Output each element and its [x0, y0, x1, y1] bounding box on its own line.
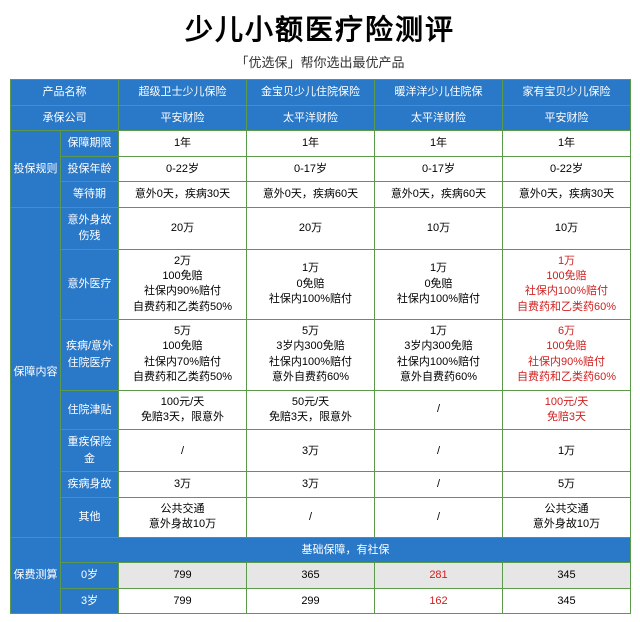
- hdr-wait: 等待期: [61, 182, 119, 208]
- hdr-age: 投保年龄: [61, 156, 119, 182]
- hdr-disease-death: 疾病身故: [61, 472, 119, 498]
- hdr-term: 保障期限: [61, 131, 119, 157]
- product-0: 超级卫士少儿保险: [119, 80, 247, 106]
- hdr-hosp-allow: 住院津贴: [61, 390, 119, 430]
- hdr-premium: 保费测算: [11, 537, 61, 614]
- hdr-acc-death: 意外身故伤残: [61, 207, 119, 249]
- hdr-acc-med: 意外医疗: [61, 249, 119, 320]
- hdr-hosp-med: 疾病/意外住院医疗: [61, 320, 119, 391]
- hdr-critical: 重疾保险金: [61, 430, 119, 472]
- product-2: 暖洋洋少儿住院保: [375, 80, 503, 106]
- company-1: 太平洋财险: [247, 105, 375, 131]
- hdr-age0: 0岁: [61, 563, 119, 589]
- hdr-age3: 3岁: [61, 588, 119, 614]
- hdr-company: 承保公司: [11, 105, 119, 131]
- comparison-table: 产品名称超级卫士少儿保险金宝贝少儿住院保险暖洋洋少儿住院保家有宝贝少儿保险承保公…: [10, 79, 631, 614]
- company-0: 平安财险: [119, 105, 247, 131]
- hdr-product: 产品名称: [11, 80, 119, 106]
- product-3: 家有宝贝少儿保险: [503, 80, 631, 106]
- premium-note: 基础保障，有社保: [61, 537, 631, 563]
- page-title: 少儿小额医疗险测评: [10, 8, 630, 48]
- hdr-insure-rules: 投保规则: [11, 131, 61, 208]
- hdr-other: 其他: [61, 497, 119, 537]
- subtitle: 「优选保」帮你选出最优产品: [10, 52, 630, 71]
- hdr-coverage: 保障内容: [11, 207, 61, 537]
- company-3: 平安财险: [503, 105, 631, 131]
- company-2: 太平洋财险: [375, 105, 503, 131]
- product-1: 金宝贝少儿住院保险: [247, 80, 375, 106]
